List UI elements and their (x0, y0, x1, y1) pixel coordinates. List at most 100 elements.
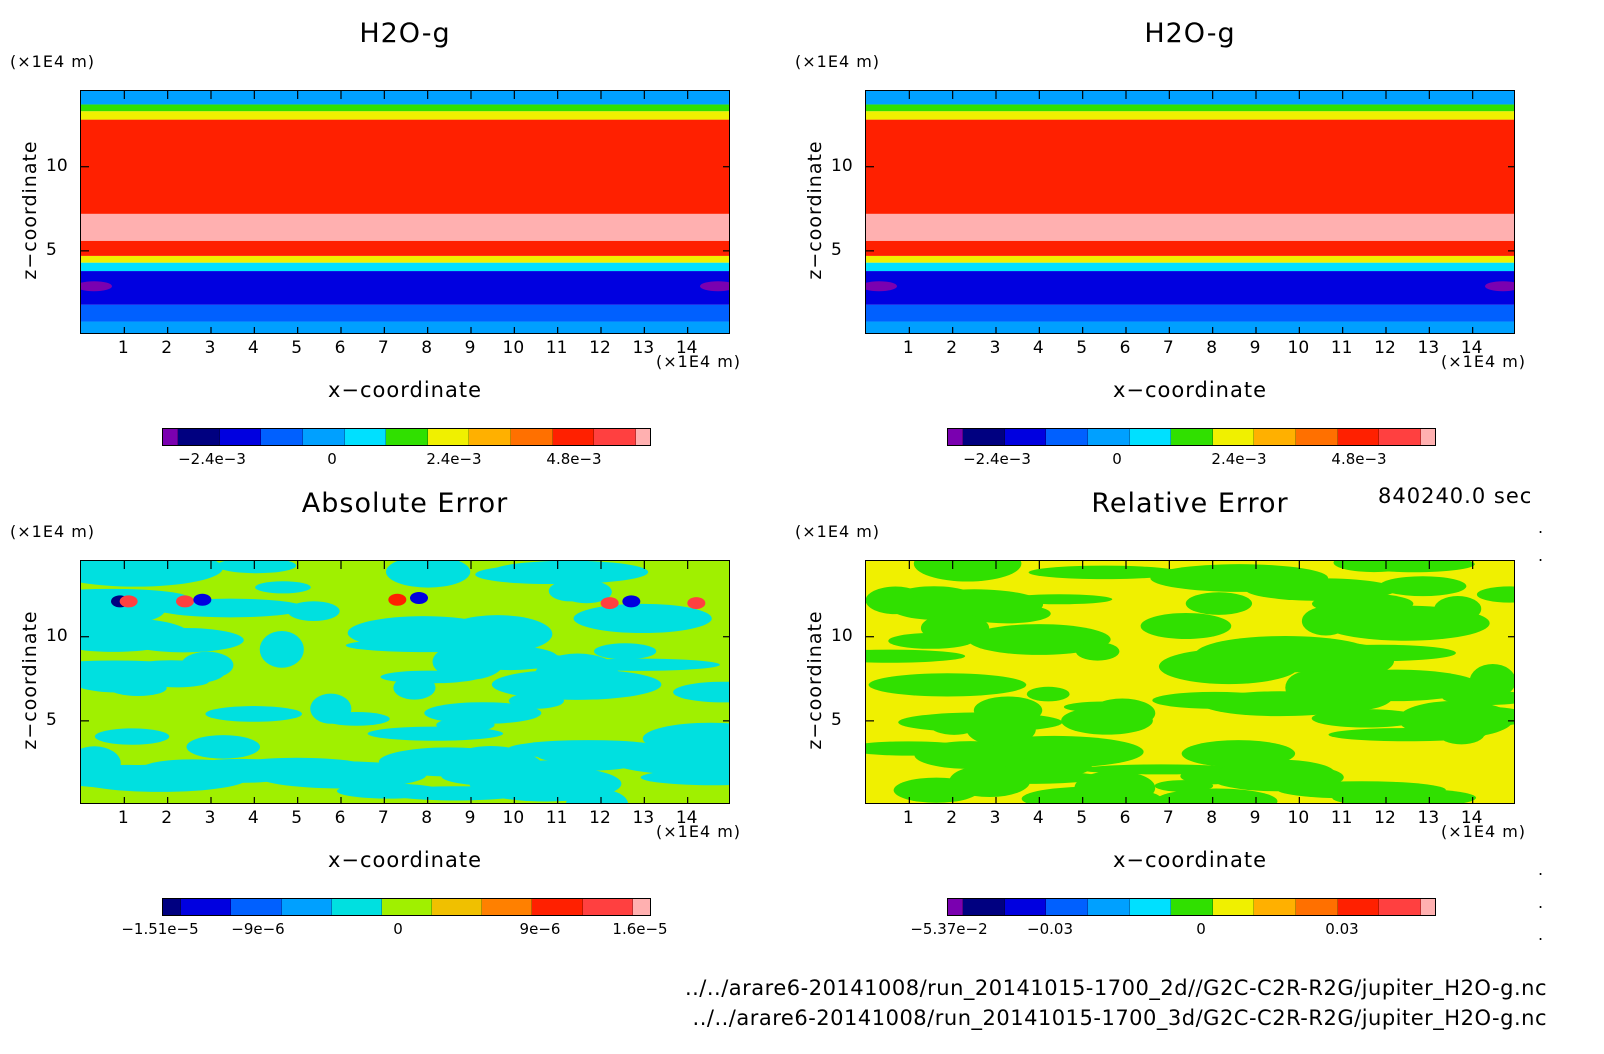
colorbar-label: 0 (1112, 450, 1122, 468)
contour-patch (259, 631, 304, 668)
colorbar-swatch (1171, 899, 1213, 915)
colorbar-swatch (219, 429, 262, 445)
contour-band (81, 111, 729, 120)
contour-blob (622, 595, 641, 608)
contour-band (81, 271, 729, 305)
contour-patch (534, 657, 610, 693)
colorbar-swatch (181, 899, 232, 915)
contour-patch (866, 649, 966, 663)
colorbar-swatch (1420, 429, 1435, 445)
x-tick-label: 5 (1076, 808, 1088, 828)
contour-patch (561, 580, 612, 604)
contour-blob (410, 592, 428, 605)
x-tick-label: 12 (1374, 808, 1396, 828)
file-path-3d: ../../arare6-20141008/run_20141015-1700_… (692, 1006, 1547, 1030)
contour-blob (1485, 281, 1514, 292)
heatmap-plot (865, 90, 1515, 334)
contour-patch (1379, 576, 1467, 597)
contour-band (81, 304, 729, 322)
colorbar-swatch (1129, 899, 1172, 915)
contour-blob (687, 597, 706, 610)
contour-patch (1353, 561, 1475, 573)
panel-h2o-g-2d: H2O-g (×1E4 m) z−coordinate 1 2 3 4 5 6 7 8 9 10 1… (0, 0, 780, 468)
contour-band (81, 255, 729, 263)
x-tick-label: 4 (247, 808, 259, 828)
decorative-dot: . (1538, 518, 1544, 537)
contour-patch (1245, 578, 1397, 601)
contour-patch (565, 788, 629, 803)
colorbar-swatch (469, 429, 511, 445)
colorbar-swatch (427, 429, 470, 445)
contour-patch (186, 735, 261, 759)
colorbar (162, 898, 651, 916)
contour-patch (898, 712, 1063, 733)
contour-patch (506, 740, 670, 760)
colorbar-label: 2.4e−3 (1211, 450, 1267, 468)
colorbar-label: 9e−6 (519, 920, 561, 938)
colorbar-swatch (635, 429, 650, 445)
contour-band (866, 271, 1514, 305)
x-tick-label: 14 (675, 808, 698, 828)
colorbar-swatch (386, 429, 428, 445)
contour-patch (594, 643, 657, 660)
x-tick-label: 12 (1374, 338, 1396, 358)
y-axis-label: z−coordinate (19, 140, 41, 280)
colorbar-label: 2.4e−3 (426, 450, 482, 468)
colorbar-swatch (948, 899, 964, 915)
x-unit-label: (×1E4 m) (656, 822, 742, 841)
contour-patch (1277, 781, 1446, 799)
colorbar-swatch (632, 899, 650, 915)
z-unit-label: (×1E4 m) (795, 52, 881, 71)
contour-patch (287, 601, 340, 622)
contour-patch (1476, 586, 1514, 603)
heatmap-plot (80, 90, 730, 334)
colorbar (947, 898, 1436, 916)
contour-patch (1452, 706, 1514, 727)
contour-patch (323, 711, 390, 726)
colorbar-label: −2.4e−3 (963, 450, 1031, 468)
x-tick-label: 1 (902, 338, 914, 358)
x-tick-label: 3 (204, 338, 216, 358)
panel-title: H2O-g (1144, 18, 1236, 49)
contour-patch (913, 561, 1022, 582)
contour-band (866, 213, 1514, 241)
contour-patch (1028, 565, 1181, 580)
x-tick-label: 9 (1249, 338, 1261, 358)
x-tick-label: 4 (247, 338, 259, 358)
x-tick-label: 4 (1032, 338, 1044, 358)
contour-patch (967, 624, 1111, 655)
x-tick-label: 2 (946, 808, 958, 828)
x-tick-label: 6 (1119, 808, 1131, 828)
panel-title: H2O-g (359, 18, 451, 49)
colorbar (162, 428, 651, 446)
x-tick-label: 5 (291, 808, 303, 828)
colorbar-swatch (1337, 429, 1380, 445)
contour-patch (1181, 740, 1296, 768)
z-unit-label: (×1E4 m) (10, 522, 96, 541)
x-tick-label: 4 (1032, 808, 1044, 828)
contour-patch (1328, 728, 1486, 742)
colorbar-swatch (1295, 429, 1338, 445)
contour-patch (1285, 671, 1329, 704)
y-tick-label: 5 (46, 239, 57, 260)
colorbar-swatch (331, 899, 382, 915)
x-tick-label: 5 (291, 338, 303, 358)
contour-band (81, 213, 729, 241)
colorbar-swatch (231, 899, 282, 915)
contour-band (81, 240, 729, 256)
contour-band (866, 321, 1514, 333)
x-tick-label: 6 (334, 808, 346, 828)
contour-band (81, 104, 729, 112)
colorbar-swatch (1295, 899, 1338, 915)
x-tick-label: 14 (1460, 808, 1483, 828)
y-tick-label: 5 (831, 239, 842, 260)
x-tick-label: 11 (1330, 808, 1353, 828)
contour-patch (94, 728, 170, 745)
heatmap-svg (866, 91, 1514, 333)
x-tick-label: 1 (117, 808, 129, 828)
x-unit-label: (×1E4 m) (1441, 352, 1527, 371)
colorbar-swatch (1337, 899, 1380, 915)
x-tick-label: 3 (989, 808, 1001, 828)
colorbar-swatch (1254, 899, 1296, 915)
x-tick-label: 13 (1417, 808, 1440, 828)
